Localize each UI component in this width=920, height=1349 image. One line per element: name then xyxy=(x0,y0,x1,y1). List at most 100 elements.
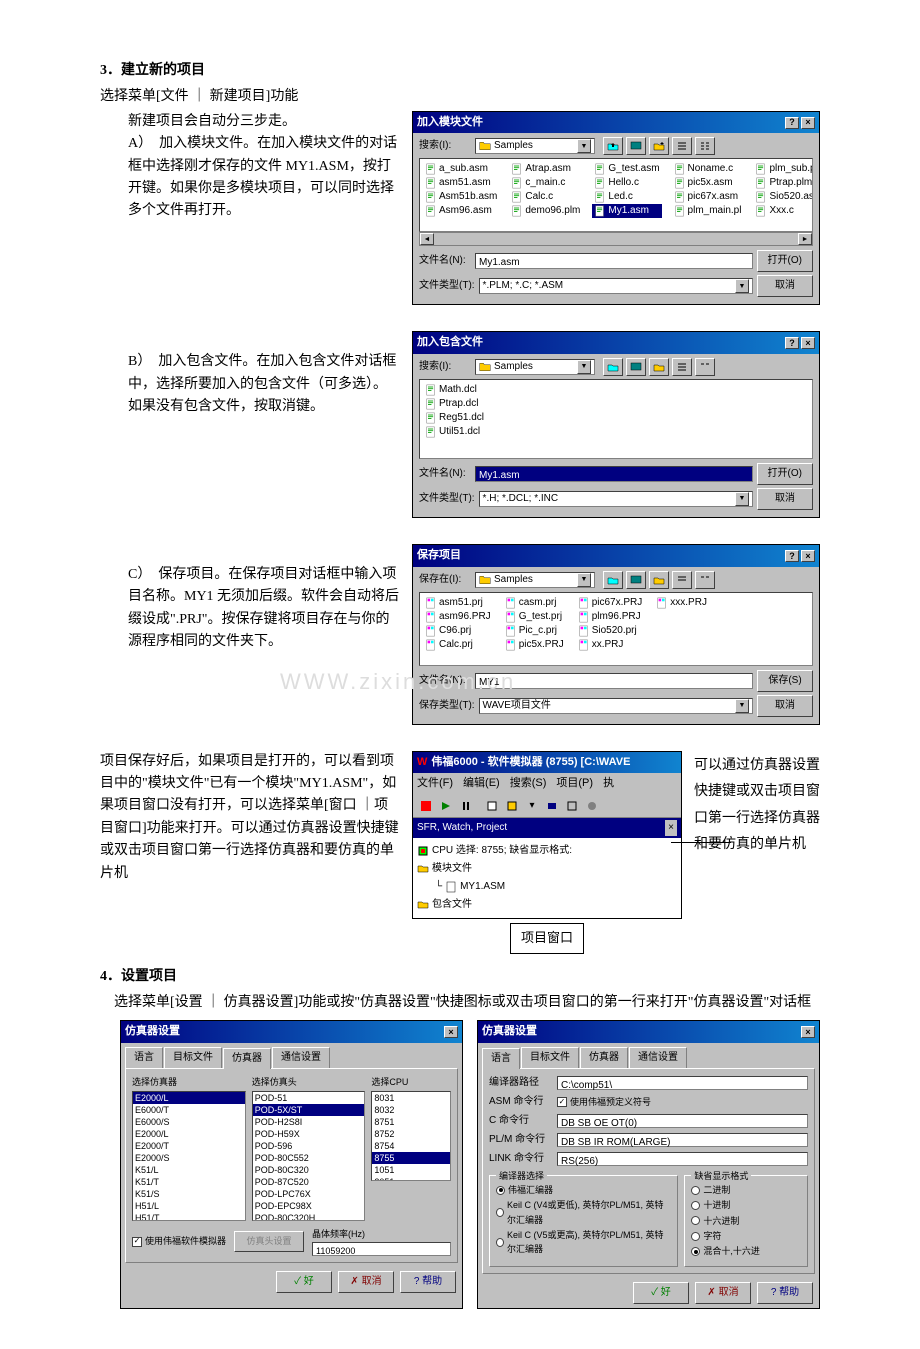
file-item[interactable]: G_test.asm xyxy=(592,162,661,176)
file-item[interactable]: Sio520.asm xyxy=(753,190,813,204)
file-item[interactable]: My1.asm xyxy=(592,204,661,218)
panel-close-icon[interactable]: × xyxy=(665,820,677,836)
tool-icon[interactable] xyxy=(543,797,561,815)
list-item[interactable]: E6000/S xyxy=(133,1116,245,1128)
detail-view-icon[interactable] xyxy=(695,571,715,589)
file-item[interactable]: plm_sub.pl xyxy=(753,162,813,176)
file-item[interactable]: Hello.c xyxy=(592,176,661,190)
tool-icon[interactable]: ▾ xyxy=(523,797,541,815)
ok-button[interactable]: ✓ 好 xyxy=(276,1271,332,1293)
emulator-list[interactable]: E2000/LE6000/TE6000/SE2000/LE2000/TE2000… xyxy=(132,1091,246,1221)
c-input[interactable]: DB SB OE OT(0) xyxy=(557,1114,808,1128)
menu-item[interactable]: 项目(P) xyxy=(556,775,593,793)
file-item[interactable]: pic5x.PRJ xyxy=(503,638,566,652)
cancel-button[interactable]: 取消 xyxy=(757,695,813,717)
file-item[interactable]: asm96.PRJ xyxy=(423,610,493,624)
open-button[interactable]: 打开(O) xyxy=(757,463,813,485)
file-item[interactable]: plm96.PRJ xyxy=(576,610,645,624)
filename-input[interactable]: MY1 xyxy=(475,673,753,689)
close-icon[interactable]: × xyxy=(801,337,815,349)
menu-item[interactable]: 文件(F) xyxy=(417,775,453,793)
tree-module-files[interactable]: 模块文件 xyxy=(417,860,677,878)
file-item[interactable]: Led.c xyxy=(592,190,661,204)
file-item[interactable]: Util51.dcl xyxy=(423,425,486,439)
file-list[interactable]: a_sub.asmasm51.asmAsm51b.asmAsm96.asmAtr… xyxy=(419,158,813,232)
tree-my1-asm[interactable]: └ MY1.ASM xyxy=(435,878,677,896)
list-item[interactable]: POD-51 xyxy=(253,1092,365,1104)
freq-input[interactable]: 11059200 xyxy=(312,1242,451,1256)
file-item[interactable]: asm51.prj xyxy=(423,596,493,610)
file-item[interactable]: pic67x.PRJ xyxy=(576,596,645,610)
chevron-down-icon[interactable]: ▼ xyxy=(577,573,591,587)
open-button[interactable]: 打开(O) xyxy=(757,250,813,272)
tool-icon[interactable] xyxy=(457,797,475,815)
menu-item[interactable]: 搜索(S) xyxy=(510,775,547,793)
up-folder-icon[interactable] xyxy=(603,358,623,376)
list-item[interactable]: H51/L xyxy=(133,1200,245,1212)
tab[interactable]: 仿真器 xyxy=(580,1047,628,1068)
tool-icon[interactable] xyxy=(563,797,581,815)
tool-icon[interactable] xyxy=(583,797,601,815)
file-item[interactable]: c_main.c xyxy=(509,176,582,190)
list-item[interactable]: POD-5X/ST xyxy=(253,1104,365,1116)
filetype-combo[interactable]: WAVE项目文件 ▼ xyxy=(479,698,753,714)
list-item[interactable]: 8031 xyxy=(372,1092,450,1104)
file-item[interactable]: Calc.prj xyxy=(423,638,493,652)
compiler-radio-2[interactable]: Keil C (V4或更低), 英特尔PL/M51, 英特尔汇编器 xyxy=(496,1198,671,1227)
chevron-down-icon[interactable]: ▼ xyxy=(735,699,749,713)
use-simulator-check[interactable]: ✓ 使用伟福软件模拟器 xyxy=(132,1234,226,1248)
cancel-button[interactable]: ✗ 取消 xyxy=(695,1282,751,1304)
close-icon[interactable]: × xyxy=(801,117,815,129)
file-item[interactable]: G_test.prj xyxy=(503,610,566,624)
ok-button[interactable]: ✓ 好 xyxy=(633,1282,689,1304)
new-folder-icon[interactable] xyxy=(649,358,669,376)
file-item[interactable]: Reg51.dcl xyxy=(423,411,486,425)
file-item[interactable]: Noname.c xyxy=(672,162,744,176)
up-folder-icon[interactable] xyxy=(603,571,623,589)
filetype-combo[interactable]: *.H; *.DCL; *.INC ▼ xyxy=(479,491,753,507)
filename-input[interactable]: My1.asm xyxy=(475,253,753,269)
chevron-down-icon[interactable]: ▼ xyxy=(577,139,591,153)
file-item[interactable]: Sio520.prj xyxy=(576,624,645,638)
folder-combo[interactable]: Samples ▼ xyxy=(475,572,595,588)
list-item[interactable]: 1051 xyxy=(372,1164,450,1176)
tab[interactable]: 仿真器 xyxy=(223,1048,271,1069)
file-item[interactable]: Ptrap.plm xyxy=(753,176,813,190)
format-radio[interactable]: 十进制 xyxy=(691,1198,801,1212)
list-item[interactable]: 2051 xyxy=(372,1176,450,1181)
list-item[interactable]: E2000/T xyxy=(133,1140,245,1152)
file-item[interactable]: casm.prj xyxy=(503,596,566,610)
file-item[interactable]: C96.prj xyxy=(423,624,493,638)
tab[interactable]: 目标文件 xyxy=(164,1047,222,1068)
tree-include-files[interactable]: 包含文件 xyxy=(417,896,677,914)
file-item[interactable]: Math.dcl xyxy=(423,383,486,397)
compiler-radio-1[interactable]: 伟福汇编器 xyxy=(496,1183,671,1197)
tool-icon[interactable] xyxy=(483,797,501,815)
list-item[interactable]: 8751 xyxy=(372,1116,450,1128)
file-item[interactable]: pic67x.asm xyxy=(672,190,744,204)
file-item[interactable]: Ptrap.dcl xyxy=(423,397,486,411)
cpu-list[interactable]: 803180328751875287548755105120514051 xyxy=(371,1091,451,1181)
list-item[interactable]: K51/L xyxy=(133,1164,245,1176)
list-item[interactable]: POD-80C552 xyxy=(253,1152,365,1164)
plm-input[interactable]: DB SB IR ROM(LARGE) xyxy=(557,1133,808,1147)
filetype-combo[interactable]: *.PLM; *.C; *.ASM ▼ xyxy=(479,278,753,294)
save-button[interactable]: 保存(S) xyxy=(757,670,813,692)
help-icon[interactable]: ? xyxy=(785,117,799,129)
list-item[interactable]: POD-H59X xyxy=(253,1128,365,1140)
detail-view-icon[interactable] xyxy=(695,358,715,376)
menu-item[interactable]: 执 xyxy=(603,775,614,793)
desktop-icon[interactable] xyxy=(626,358,646,376)
list-item[interactable]: POD-80C320 xyxy=(253,1164,365,1176)
close-icon[interactable]: × xyxy=(444,1026,458,1038)
list-item[interactable]: 8755 xyxy=(372,1152,450,1164)
path-input[interactable]: C:\comp51\ xyxy=(557,1076,808,1090)
tab[interactable]: 语言 xyxy=(482,1048,520,1069)
file-item[interactable]: Atrap.asm xyxy=(509,162,582,176)
folder-combo[interactable]: Samples ▼ xyxy=(475,359,595,375)
file-item[interactable]: Xxx.c xyxy=(753,204,813,218)
list-item[interactable]: POD-LPC76X xyxy=(253,1188,365,1200)
scrollbar-h[interactable]: ◄ ► xyxy=(419,232,813,246)
list-item[interactable]: POD-H2S8I xyxy=(253,1116,365,1128)
list-item[interactable]: H51/T xyxy=(133,1212,245,1221)
